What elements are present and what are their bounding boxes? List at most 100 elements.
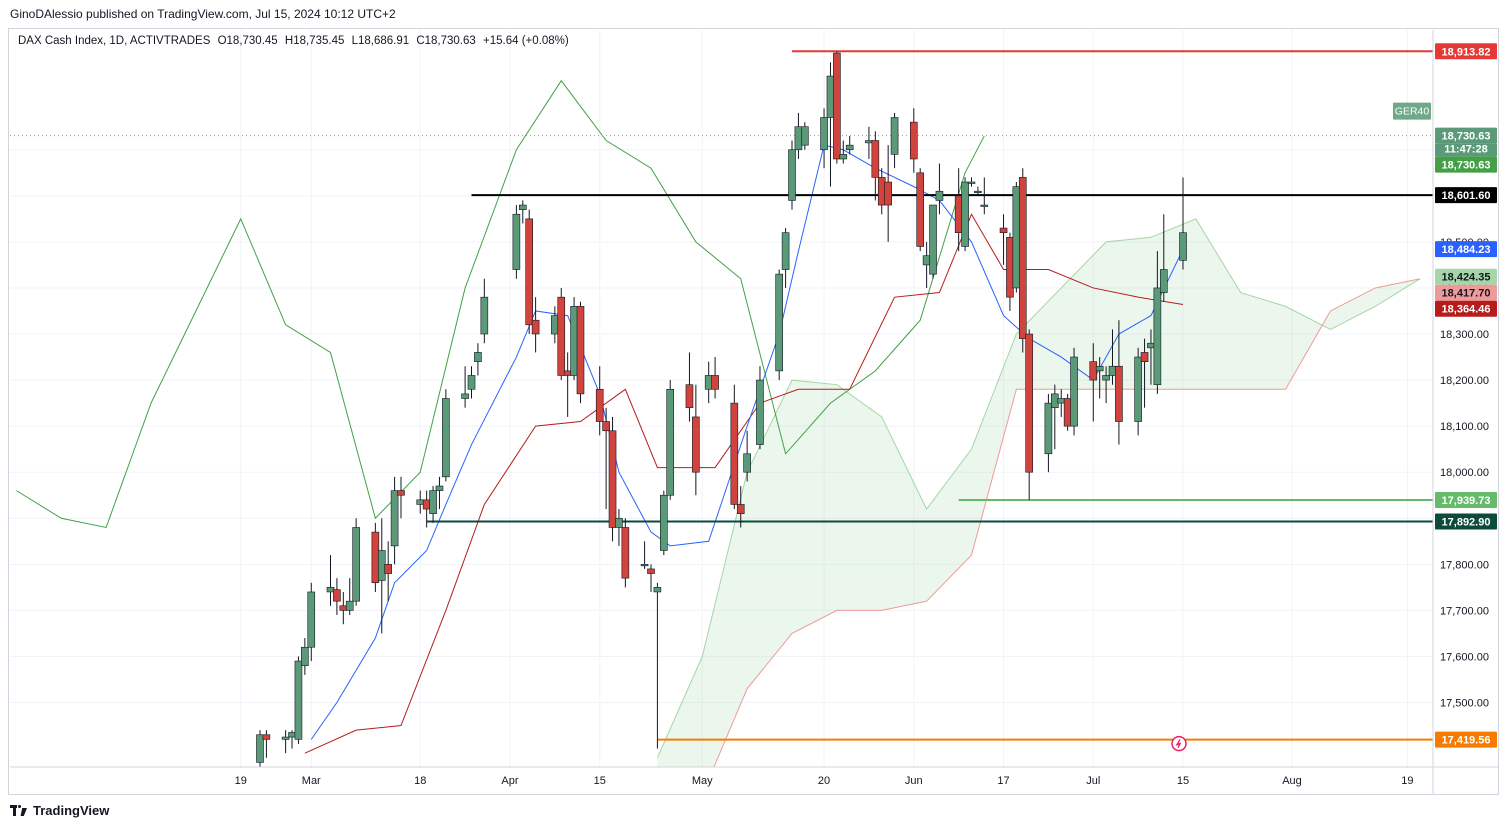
candle-body — [1153, 287, 1162, 385]
candle-body — [480, 296, 489, 335]
candle-body — [570, 306, 578, 376]
candle-body — [839, 154, 848, 160]
legend-close: C18,730.63 — [416, 35, 476, 47]
alert-bolt — [1175, 739, 1182, 748]
x-tick-label: 15 — [1177, 775, 1189, 787]
price-label: 18,730.63 — [1442, 131, 1491, 143]
candle-body — [563, 370, 572, 376]
candle-body — [1159, 269, 1168, 293]
price-label-bg — [1435, 143, 1497, 157]
candle-body — [384, 564, 392, 574]
candle-body — [474, 352, 482, 362]
candle-body — [301, 646, 309, 666]
grid — [10, 30, 1433, 767]
chikou-span — [16, 79, 985, 529]
price-label: 18,484.23 — [1442, 244, 1491, 256]
x-tick-label: Jun — [905, 775, 923, 787]
candle-body — [692, 416, 700, 473]
symbol-tag-label: GER40 — [1395, 106, 1430, 118]
legend-change: +15.64 (+0.08%) — [483, 35, 569, 47]
candle-body — [865, 140, 873, 144]
y-tick-label: 18,200.00 — [1440, 375, 1489, 387]
candle-body — [1057, 398, 1066, 404]
candle-body — [1070, 356, 1078, 427]
candle-body — [352, 527, 360, 602]
candle-body — [288, 732, 296, 738]
y-tick-label: 17,700.00 — [1440, 605, 1489, 617]
y-tick-label: 18,100.00 — [1440, 421, 1489, 433]
candle-body — [980, 204, 989, 207]
price-label-bg — [1435, 156, 1497, 173]
legend: DAX Cash Index, 1D, ACTIVTRADES O18,730.… — [18, 35, 573, 47]
candle-body — [640, 564, 649, 567]
candle-body — [602, 421, 610, 432]
price-label: 17,939.73 — [1442, 495, 1491, 507]
candle-body — [647, 568, 655, 574]
price-label: 18,913.82 — [1442, 46, 1491, 58]
candle-body — [820, 117, 828, 151]
publisher-caption: GinoDAlessio published on TradingView.co… — [10, 7, 396, 21]
candle-body — [326, 587, 335, 593]
candle-body — [736, 504, 745, 514]
candle-body — [557, 296, 566, 376]
x-tick-label: 17 — [997, 775, 1009, 787]
candle-body — [621, 527, 630, 579]
candle-body — [345, 600, 354, 611]
legend-open: O18,730.45 — [217, 35, 278, 47]
tradingview-logo[interactable]: TradingView — [10, 803, 109, 818]
price-label: 11:47:28 — [1444, 144, 1487, 156]
candle-body — [467, 375, 476, 390]
candle-body — [653, 587, 662, 593]
candle-body — [397, 490, 405, 496]
candle-body — [576, 306, 585, 395]
x-tick-label: Mar — [302, 775, 321, 787]
candle-body — [422, 499, 431, 510]
candle-body — [801, 126, 809, 146]
price-label-bg — [1435, 127, 1497, 144]
price-label-bg — [1435, 513, 1497, 530]
candle-body — [666, 388, 675, 496]
candle-body — [416, 499, 425, 505]
candle-body — [1012, 186, 1021, 289]
candle-body — [294, 660, 303, 740]
candle-body — [743, 453, 751, 473]
candle-body — [1134, 356, 1142, 422]
candle-body — [974, 190, 982, 194]
y-tick-label: 18,300.00 — [1440, 329, 1489, 341]
candle-body — [660, 494, 668, 551]
tradingview-mark-icon — [10, 805, 28, 816]
price-label-bg — [1435, 43, 1497, 60]
candle-body — [871, 140, 880, 178]
senkou-span-a — [656, 218, 1421, 758]
x-tick-label: May — [692, 775, 713, 787]
candle-body — [1006, 236, 1014, 298]
price-label: 18,424.35 — [1442, 272, 1491, 284]
candle-body — [1179, 232, 1187, 261]
candle-body — [333, 589, 341, 602]
candle-body — [442, 398, 450, 478]
price-label-bg — [1435, 284, 1497, 301]
x-tick-label: 20 — [818, 775, 830, 787]
candle-body — [704, 375, 713, 390]
candle-body — [922, 255, 931, 266]
candle-body — [615, 517, 623, 528]
legend-high: H18,735.45 — [284, 35, 345, 47]
candle-body — [909, 121, 918, 160]
price-label: 17,892.90 — [1442, 517, 1491, 529]
candle-body — [1140, 352, 1149, 362]
cloud-fill — [657, 218, 1421, 767]
price-label-bg — [1435, 731, 1497, 748]
legend-low: L18,686.91 — [351, 35, 410, 47]
y-tick-label: 17,500.00 — [1440, 698, 1489, 710]
candle-body — [435, 485, 444, 491]
candle-body — [877, 177, 886, 206]
candle-body — [1063, 398, 1072, 427]
y-tick-label: 17,800.00 — [1440, 559, 1489, 571]
candles — [256, 51, 1187, 767]
candle-body — [461, 393, 469, 399]
candle-body — [961, 181, 969, 247]
candle-body — [429, 490, 437, 514]
candle-body — [845, 144, 854, 151]
candle-body — [1102, 375, 1110, 381]
